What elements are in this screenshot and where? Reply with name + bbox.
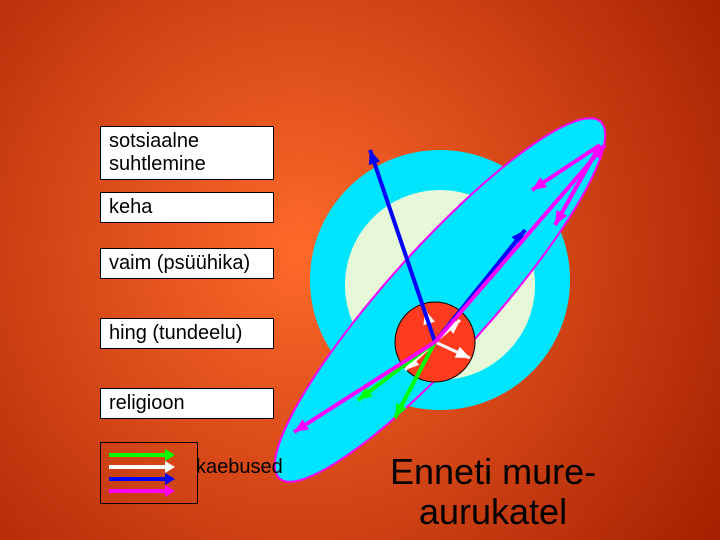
title-line-2: aurukatel: [419, 491, 567, 532]
legend-arrow-0: [109, 449, 189, 461]
legend-arrow-1: [109, 461, 189, 473]
label-box-2: vaim (psüühika): [100, 248, 274, 279]
label-box-1: keha: [100, 192, 274, 223]
label-box-4: religioon: [100, 388, 274, 419]
legend-arrow-3: [109, 485, 189, 497]
legend-label: kaebused: [196, 456, 283, 479]
label-box-0: sotsiaalne suhtlemine: [100, 126, 274, 180]
legend-arrow-2: [109, 473, 189, 485]
slide-canvas: sotsiaalne suhtlemine keha vaim (psüühika)…: [0, 0, 720, 540]
title-line-1: Enneti mure-: [390, 451, 596, 492]
legend-box: [100, 442, 198, 504]
slide-title: Enneti mure- aurukatel: [390, 452, 596, 531]
label-box-3: hing (tundeelu): [100, 318, 274, 349]
